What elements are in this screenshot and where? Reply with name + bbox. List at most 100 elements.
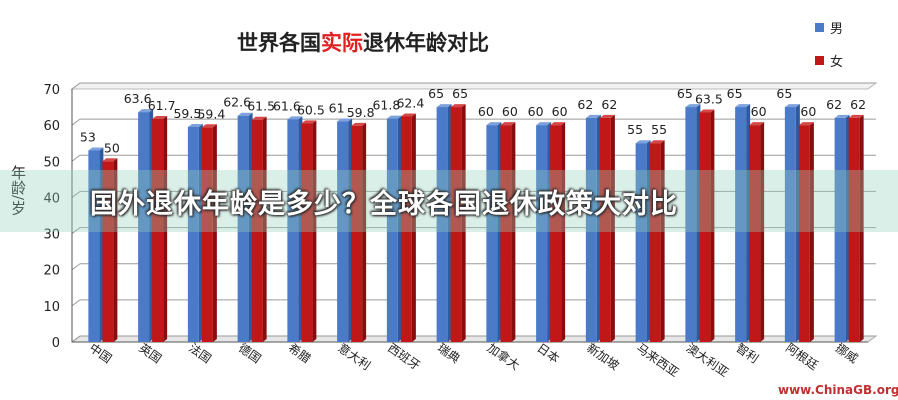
headline-text: 国外退休年龄是多少？全球各国退休政策大对比 bbox=[90, 189, 678, 220]
data-label: 60 bbox=[528, 104, 544, 119]
bar-top bbox=[287, 116, 303, 120]
x-category-label: 中国 bbox=[87, 340, 115, 366]
bar-front bbox=[386, 118, 398, 342]
bar-front bbox=[798, 125, 810, 343]
data-label: 63.5 bbox=[695, 91, 723, 106]
bar-front bbox=[649, 143, 661, 342]
y-tick-label: 70 bbox=[43, 83, 60, 98]
bar-男-日本 bbox=[536, 122, 552, 343]
gridline-depth bbox=[71, 191, 81, 198]
bar-top bbox=[237, 112, 253, 116]
bar-side bbox=[461, 104, 466, 342]
data-label: 61.8 bbox=[372, 98, 400, 113]
bar-front bbox=[138, 112, 150, 342]
y-tick-label: 0 bbox=[52, 336, 60, 351]
bar-top bbox=[585, 114, 601, 118]
bar-女-阿根廷 bbox=[798, 122, 814, 343]
bar-top bbox=[301, 120, 317, 124]
plot-area: 0 10 20 30 40 50 60 70 53 50 中国 63.661.7 英国 59.559.4 法… bbox=[43, 82, 878, 380]
watermark-text: www.ChinaGB.org bbox=[778, 383, 898, 397]
data-label: 60.5 bbox=[297, 102, 325, 117]
bar-女-马来西亚 bbox=[649, 140, 665, 342]
chart-title-part2: 实际 bbox=[321, 30, 363, 55]
bar-front bbox=[237, 115, 249, 342]
bar-front bbox=[287, 119, 299, 342]
bar-front bbox=[834, 117, 846, 343]
bar-front bbox=[735, 107, 747, 342]
x-category-label: 英国 bbox=[136, 341, 164, 366]
x-category-label: 阿根廷 bbox=[783, 341, 821, 373]
bar-side bbox=[859, 114, 864, 343]
bar-top bbox=[784, 104, 800, 108]
bar-女-法国 bbox=[201, 124, 217, 342]
x-category-label: 新加坡 bbox=[584, 340, 622, 373]
bar-女-希腊 bbox=[301, 120, 317, 342]
bar-top bbox=[550, 122, 566, 126]
data-label: 61 bbox=[329, 101, 345, 116]
chart-title-part3: 退休年龄对比 bbox=[363, 30, 489, 55]
bar-top bbox=[187, 123, 203, 127]
bar-front bbox=[585, 117, 597, 343]
gridline-depth bbox=[71, 263, 81, 271]
bar-top bbox=[436, 104, 452, 108]
bar-front bbox=[301, 123, 313, 342]
bar-top bbox=[351, 122, 367, 126]
bar-side bbox=[362, 122, 367, 342]
bar-女-智利 bbox=[749, 122, 765, 343]
bar-side bbox=[660, 140, 665, 342]
gridline-depth bbox=[71, 299, 81, 307]
bar-top bbox=[486, 122, 502, 126]
gridline-depth bbox=[71, 82, 81, 90]
bar-side bbox=[262, 116, 267, 342]
bar-女-加拿大 bbox=[500, 122, 516, 343]
headline-banner bbox=[0, 170, 898, 232]
data-label: 65 bbox=[452, 86, 468, 101]
data-label: 63.6 bbox=[124, 91, 152, 106]
chart-title-part1: 世界各国 bbox=[237, 30, 321, 55]
bar-side bbox=[212, 124, 217, 342]
data-label: 62.4 bbox=[396, 95, 424, 110]
bar-side bbox=[411, 113, 416, 343]
data-label: 55 bbox=[627, 122, 643, 137]
bar-front bbox=[201, 127, 213, 342]
bar-top bbox=[386, 115, 402, 119]
bar-top bbox=[400, 113, 416, 117]
bar-top bbox=[536, 122, 552, 126]
bar-front bbox=[635, 143, 647, 342]
bar-front bbox=[749, 125, 761, 343]
y-tick-label: 40 bbox=[43, 191, 60, 206]
x-category-label: 智利 bbox=[733, 340, 761, 366]
x-category-label: 意大利 bbox=[335, 340, 373, 373]
legend-swatch-男 bbox=[815, 23, 824, 32]
bar-女-日本 bbox=[550, 122, 566, 343]
bar-side bbox=[561, 122, 566, 343]
bar-front bbox=[88, 150, 100, 342]
data-label: 62 bbox=[601, 97, 617, 112]
bar-女-瑞典 bbox=[450, 104, 466, 342]
bar-top bbox=[138, 109, 154, 113]
data-label: 60 bbox=[502, 104, 518, 119]
bar-男-加拿大 bbox=[486, 122, 502, 343]
bar-front bbox=[784, 107, 796, 342]
bar-top bbox=[848, 114, 864, 118]
data-label: 59.8 bbox=[347, 105, 375, 120]
legend-label-女: 女 bbox=[830, 54, 843, 70]
x-category-label: 加拿大 bbox=[485, 340, 523, 373]
bar-side bbox=[710, 109, 715, 342]
bar-side bbox=[163, 115, 168, 343]
bar-top bbox=[450, 104, 466, 108]
x-category-label: 德国 bbox=[236, 340, 264, 366]
x-category-label: 澳大利亚 bbox=[684, 341, 731, 380]
bar-front bbox=[550, 125, 562, 343]
bar-side bbox=[511, 122, 516, 343]
bar-top bbox=[749, 122, 765, 126]
gridline-depth bbox=[71, 227, 81, 234]
bar-front bbox=[599, 117, 611, 343]
x-category-label: 法国 bbox=[186, 341, 214, 366]
data-label: 62.6 bbox=[223, 95, 251, 110]
bar-front bbox=[102, 161, 114, 342]
bar-front bbox=[848, 117, 860, 343]
data-label: 65 bbox=[727, 86, 743, 101]
bar-女-挪威 bbox=[848, 114, 864, 343]
bar-side bbox=[312, 120, 317, 342]
